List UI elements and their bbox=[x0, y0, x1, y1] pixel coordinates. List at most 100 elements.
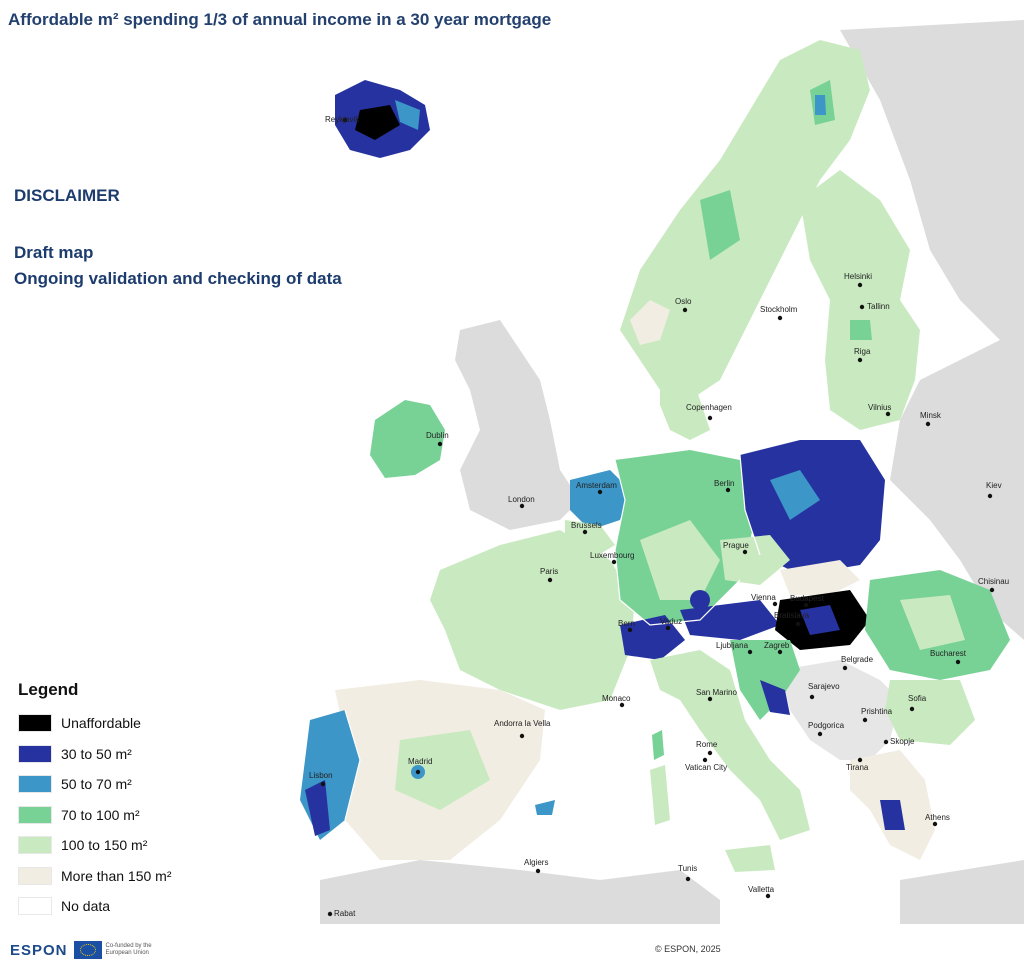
city-dot bbox=[857, 757, 863, 763]
city-label: Brussels bbox=[571, 521, 602, 530]
city-label: Sarajevo bbox=[808, 682, 840, 691]
region-slovakia bbox=[780, 560, 860, 595]
city-dot bbox=[885, 411, 891, 417]
legend-swatch bbox=[18, 775, 52, 794]
disclaimer-line-1: Draft map bbox=[14, 243, 94, 262]
city-dot bbox=[519, 503, 525, 509]
city-label: Sofia bbox=[908, 694, 927, 703]
city-dot bbox=[611, 559, 617, 565]
city-label: Vilnius bbox=[868, 403, 891, 412]
legend-swatch bbox=[18, 897, 52, 916]
region-italy bbox=[650, 650, 810, 840]
region-france bbox=[430, 530, 635, 710]
legend-swatch bbox=[18, 866, 52, 885]
city-dot bbox=[883, 739, 889, 745]
legend-item: 100 to 150 m² bbox=[18, 830, 218, 861]
espon-logo-text: ESPON bbox=[10, 941, 68, 959]
city-dot bbox=[777, 649, 783, 655]
city-dot bbox=[707, 696, 713, 702]
city-dot bbox=[857, 282, 863, 288]
city-label: Athens bbox=[925, 813, 950, 822]
city-label: Monaco bbox=[602, 694, 631, 703]
region-denmark bbox=[660, 370, 710, 440]
region-netherlands bbox=[570, 470, 630, 530]
cofunded-text: Co-funded by the European Union bbox=[105, 943, 152, 956]
map-title: Affordable m² spending 1/3 of annual inc… bbox=[8, 10, 552, 29]
legend-label: 70 to 100 m² bbox=[61, 806, 140, 823]
city-dot bbox=[547, 577, 553, 583]
legend: Legend Unaffordable 30 to 50 m² 50 to 70 m… bbox=[18, 680, 218, 922]
legend-item: 70 to 100 m² bbox=[18, 800, 218, 831]
legend-item: Unaffordable bbox=[18, 708, 218, 739]
city-dot bbox=[725, 487, 731, 493]
legend-item: More than 150 m² bbox=[18, 861, 218, 892]
region-czechia bbox=[720, 535, 790, 585]
city-dot bbox=[772, 601, 778, 607]
city-label: Bratislava bbox=[774, 611, 810, 620]
city-label: Minsk bbox=[920, 411, 942, 420]
city-dot bbox=[535, 868, 541, 874]
legend-item: 30 to 50 m² bbox=[18, 739, 218, 770]
city-dot bbox=[803, 602, 809, 608]
city-label: Prishtina bbox=[861, 707, 893, 716]
city-label: Bucharest bbox=[930, 649, 967, 658]
legend-swatch bbox=[18, 805, 52, 824]
city-dot bbox=[989, 587, 995, 593]
city-dot bbox=[415, 769, 421, 775]
city-dot bbox=[437, 441, 443, 447]
city-label: Tirana bbox=[846, 763, 869, 772]
city-dot bbox=[707, 415, 713, 421]
city-label: San Marino bbox=[696, 688, 737, 697]
city-label: Rabat bbox=[334, 909, 356, 918]
city-label: Prague bbox=[723, 541, 749, 550]
city-label: Vaduz bbox=[660, 617, 682, 626]
city-dot bbox=[747, 649, 753, 655]
country-borders bbox=[344, 454, 761, 821]
city-dot bbox=[685, 876, 691, 882]
city-label: Skopje bbox=[890, 737, 915, 746]
region-slovenia-croatia bbox=[730, 640, 800, 720]
region-belgium bbox=[565, 520, 615, 560]
city-dot bbox=[707, 750, 713, 756]
city-label: Bern bbox=[618, 619, 635, 628]
city-dot bbox=[320, 781, 326, 787]
city-label: Andorra la Vella bbox=[494, 719, 551, 728]
city-label: Zagreb bbox=[764, 641, 790, 650]
city-label: Budapest bbox=[790, 594, 825, 603]
legend-title: Legend bbox=[18, 680, 79, 699]
city-label: Paris bbox=[540, 567, 558, 576]
city-dot bbox=[777, 315, 783, 321]
city-dot bbox=[987, 493, 993, 499]
city-label: Chisinau bbox=[978, 577, 1009, 586]
legend-label: Unaffordable bbox=[61, 715, 141, 732]
city-dot bbox=[665, 625, 671, 631]
city-label: Lisbon bbox=[309, 771, 333, 780]
legend-label: 50 to 70 m² bbox=[61, 776, 132, 793]
region-iceland bbox=[335, 80, 430, 158]
city-dot bbox=[955, 659, 961, 665]
region-baltics bbox=[825, 300, 920, 430]
city-label: Rome bbox=[696, 740, 718, 749]
city-label: Podgorica bbox=[808, 721, 845, 730]
city-dot bbox=[702, 757, 708, 763]
city-dot bbox=[627, 627, 633, 633]
city-label: Dublin bbox=[426, 431, 449, 440]
city-dot bbox=[857, 357, 863, 363]
city-label: Belgrade bbox=[841, 655, 874, 664]
city-label: Riga bbox=[854, 347, 871, 356]
region-bulgaria bbox=[885, 680, 975, 745]
city-dot bbox=[342, 117, 348, 123]
city-dot bbox=[809, 694, 815, 700]
disclaimer-heading: DISCLAIMER bbox=[14, 186, 120, 205]
city-labels: Reykjavik Oslo Stockholm Helsinki Tallinn Rig… bbox=[309, 115, 1009, 918]
city-label: Valletta bbox=[748, 885, 775, 894]
city-label: Amsterdam bbox=[576, 481, 617, 490]
legend-item: 50 to 70 m² bbox=[18, 769, 218, 800]
city-label: Luxembourg bbox=[590, 551, 634, 560]
city-label: Kiev bbox=[986, 481, 1002, 490]
city-dot bbox=[817, 731, 823, 737]
city-dot bbox=[859, 304, 865, 310]
legend-swatch bbox=[18, 714, 52, 733]
region-corsica bbox=[652, 730, 664, 760]
